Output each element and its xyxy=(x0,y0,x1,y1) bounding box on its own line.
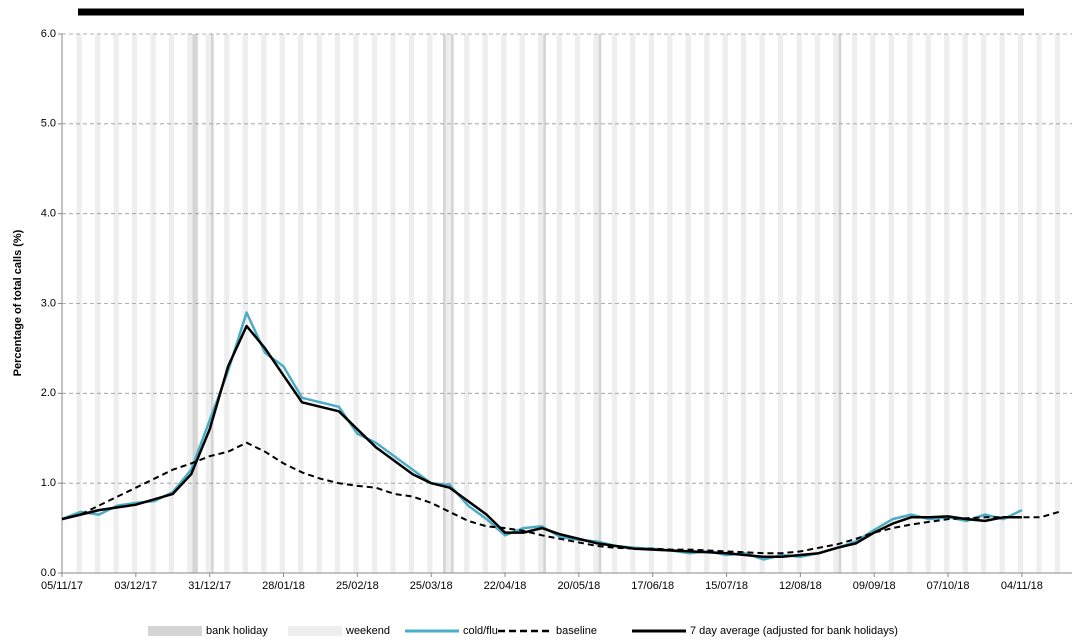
x-tick-label: 12/08/18 xyxy=(779,580,822,592)
y-axis-label: Percentage of total calls (%) xyxy=(12,229,24,376)
x-tick-label: 15/07/18 xyxy=(705,580,748,592)
weekend-band xyxy=(981,34,987,573)
weekend-band xyxy=(814,34,821,573)
weekend-band xyxy=(870,34,876,573)
bank-holiday-band xyxy=(192,34,196,573)
legend-swatch xyxy=(288,626,342,636)
x-tick-label: 17/06/18 xyxy=(631,580,674,592)
weekend-band xyxy=(316,34,322,573)
weekend-band xyxy=(408,34,415,573)
weekend-band xyxy=(777,34,784,573)
series-line xyxy=(61,441,1060,555)
legend-label: cold/flu xyxy=(463,625,498,637)
bank-holiday-band xyxy=(598,34,602,573)
y-tick-label: 0.0 xyxy=(41,567,56,579)
weekend-band xyxy=(168,34,175,573)
weekend-band xyxy=(519,34,525,573)
y-tick-label: 3.0 xyxy=(41,297,56,309)
legend-label: weekend xyxy=(345,625,390,637)
weekend-band xyxy=(722,34,728,573)
x-tick-label: 04/11/18 xyxy=(1001,580,1043,592)
series-line xyxy=(61,324,1022,559)
weekend-band xyxy=(574,34,581,573)
weekend-band xyxy=(667,34,673,573)
weekend-band xyxy=(371,34,378,573)
y-tick-label: 2.0 xyxy=(41,387,56,399)
weekend-band xyxy=(611,34,618,573)
x-tick-label: 20/05/18 xyxy=(557,580,600,592)
weekend-band xyxy=(113,34,119,573)
x-tick-label: 25/02/18 xyxy=(336,580,379,592)
legend-label: 7 day average (adjusted for bank holiday… xyxy=(690,625,898,637)
x-tick-label: 22/04/18 xyxy=(484,580,527,592)
bank-holiday-band xyxy=(543,34,546,573)
x-tick-label: 31/12/17 xyxy=(188,580,231,592)
weekend-band xyxy=(464,34,470,573)
x-tick-label: 25/03/18 xyxy=(410,580,453,592)
bank-holiday-band xyxy=(450,34,454,573)
weekend-band xyxy=(1036,34,1042,573)
weekend-band xyxy=(925,34,931,573)
y-tick-label: 5.0 xyxy=(41,118,56,130)
weekend-band xyxy=(205,34,211,573)
x-tick-label: 05/11/17 xyxy=(41,580,83,592)
y-tick-label: 6.0 xyxy=(41,28,56,40)
legend-label: baseline xyxy=(556,625,597,637)
legend-swatch xyxy=(148,626,202,636)
y-tick-label: 4.0 xyxy=(41,208,56,220)
legend-label: bank holiday xyxy=(206,625,268,637)
weekend-band xyxy=(261,34,267,573)
x-tick-label: 09/09/18 xyxy=(853,580,896,592)
weekend-band xyxy=(150,34,156,573)
x-tick-label: 03/12/17 xyxy=(114,580,157,592)
x-tick-label: 28/01/18 xyxy=(262,580,305,592)
weekend-band xyxy=(1017,34,1024,573)
y-tick-label: 1.0 xyxy=(41,477,56,489)
bank-holiday-band xyxy=(443,34,446,573)
x-tick-label: 07/10/18 xyxy=(927,580,970,592)
